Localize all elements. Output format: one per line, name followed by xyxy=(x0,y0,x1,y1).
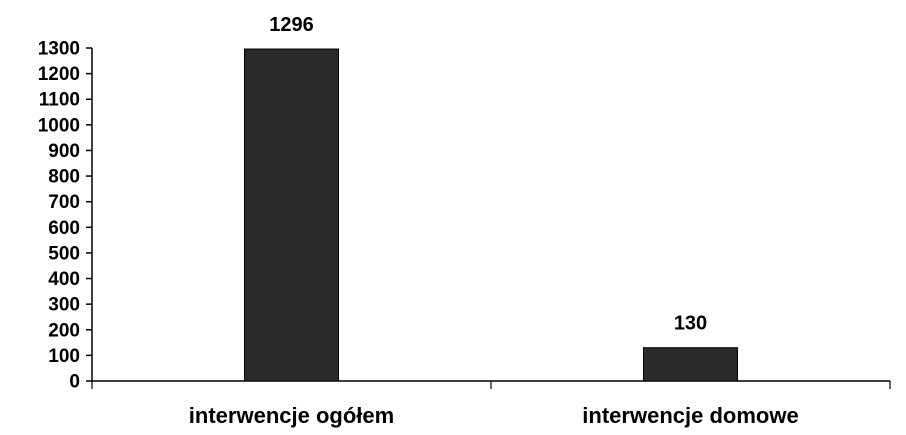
y-tick-label: 900 xyxy=(48,141,80,162)
y-tick-label: 200 xyxy=(48,320,80,341)
y-tick-label: 300 xyxy=(48,295,80,316)
x-category-label: interwencje domowe xyxy=(582,403,798,428)
bar xyxy=(643,347,738,382)
data-labels: 1296 130 xyxy=(269,14,707,335)
y-tick-label: 700 xyxy=(48,192,80,213)
y-tick-label: 600 xyxy=(48,218,80,239)
y-tick-label: 0 xyxy=(69,372,80,393)
x-axis: interwencje ogółem interwencje domowe xyxy=(91,380,891,428)
bars xyxy=(244,48,738,382)
y-tick-label: 1300 xyxy=(38,39,80,60)
y-tick-label: 1200 xyxy=(38,64,80,85)
data-label: 130 xyxy=(674,313,707,335)
y-tick-label: 500 xyxy=(48,243,80,264)
x-category-label: interwencje ogółem xyxy=(189,403,394,428)
y-tick-label: 400 xyxy=(48,269,80,290)
y-tick-label: 100 xyxy=(48,346,80,367)
y-tick-label: 1000 xyxy=(38,115,80,136)
y-axis: 0 100 200 300 400 500 600 700 800 900 1000 1100 1200… xyxy=(38,39,93,393)
y-tick-label: 800 xyxy=(48,167,80,188)
bar xyxy=(244,48,339,382)
data-label: 1296 xyxy=(269,14,314,36)
y-tick-label: 1100 xyxy=(39,90,80,111)
